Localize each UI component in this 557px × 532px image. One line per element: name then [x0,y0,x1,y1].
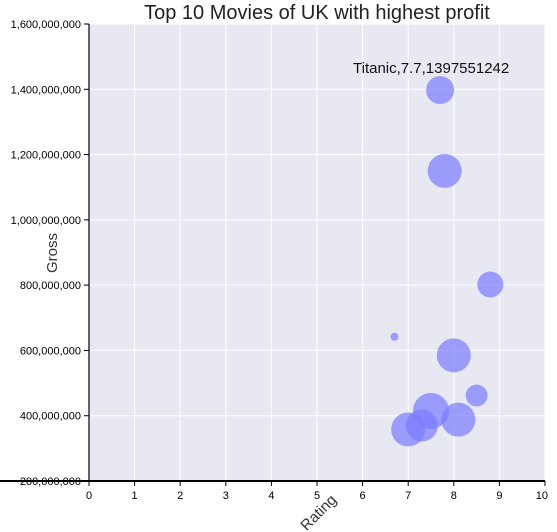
y-tick-label: 600,000,000 [20,345,81,357]
x-tick-label: 6 [360,490,366,502]
x-tick-label: 7 [405,490,411,502]
data-point[interactable] [426,76,455,105]
data-point[interactable] [477,271,504,298]
chart-title: Top 10 Movies of UK with highest profit [144,2,490,24]
x-axis: 0 1 2 3 4 5 6 7 8 9 10 [0,480,548,502]
x-tick-label: 10 [536,490,548,502]
y-tick-label: 800,000,000 [20,280,81,292]
x-tick-label: 5 [314,490,320,502]
y-tick-label: 1,000,000,000 [11,215,81,227]
y-tick-label: 1,200,000,000 [11,150,81,162]
y-tick-label: 400,000,000 [20,411,81,423]
data-point[interactable] [390,332,399,341]
data-point[interactable] [441,402,476,437]
y-tick-label: 1,400,000,000 [11,84,81,96]
data-point[interactable] [465,384,488,407]
x-tick-label: 1 [132,490,138,502]
y-axis-label: Gross [44,233,61,273]
x-tick-label: 3 [223,490,229,502]
x-tick-label: 9 [496,490,502,502]
x-tick-label: 2 [177,490,183,502]
y-tick-label: 1,600,000,000 [11,19,81,31]
x-tick-label: 8 [451,490,457,502]
data-points [390,76,504,447]
x-tick-label: 0 [86,490,92,502]
data-point[interactable] [391,412,426,447]
data-point[interactable] [427,153,462,188]
point-annotation: Titanic,7.7,1397551242 [353,60,509,77]
data-point[interactable] [436,338,471,373]
x-tick-label: 4 [268,490,274,502]
